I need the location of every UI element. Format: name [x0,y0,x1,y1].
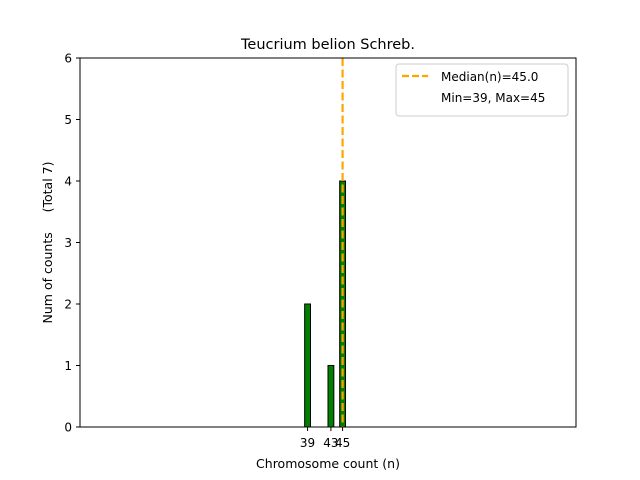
y-axis-ticks: 0 1 2 3 4 5 6 [64,52,80,435]
x-tick-label: 45 [335,436,350,450]
chart-title: Teucrium belion Schreb. [240,37,415,53]
legend-entry: Min=39, Max=45 [441,91,545,105]
legend-entry: Median(n)=45.0 [441,70,538,84]
bar-39 [304,303,311,428]
y-tick-label: 3 [64,236,72,250]
y-axis-label: Num of counts (Total 7) [40,162,55,324]
x-tick-label: 39 [300,436,315,450]
y-tick-label: 5 [64,113,72,127]
bar-43 [327,365,335,428]
legend: Median(n)=45.0 Min=39, Max=45 [395,63,569,117]
y-tick-label: 2 [64,298,72,312]
y-tick-label: 0 [64,421,72,435]
x-tick-label: 43 [323,436,338,450]
x-axis-label: Chromosome count (n) [256,456,400,471]
y-tick-label: 4 [64,175,72,189]
y-tick-label: 6 [64,52,72,66]
legend-box [395,63,569,117]
y-tick-label: 1 [64,359,72,373]
